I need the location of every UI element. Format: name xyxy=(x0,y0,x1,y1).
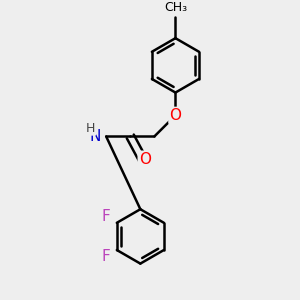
Text: CH₃: CH₃ xyxy=(164,1,187,13)
Text: O: O xyxy=(139,152,151,167)
Text: H: H xyxy=(86,122,95,135)
Text: N: N xyxy=(89,129,101,144)
Text: F: F xyxy=(102,209,110,224)
Text: O: O xyxy=(169,108,181,123)
Text: F: F xyxy=(102,249,110,264)
